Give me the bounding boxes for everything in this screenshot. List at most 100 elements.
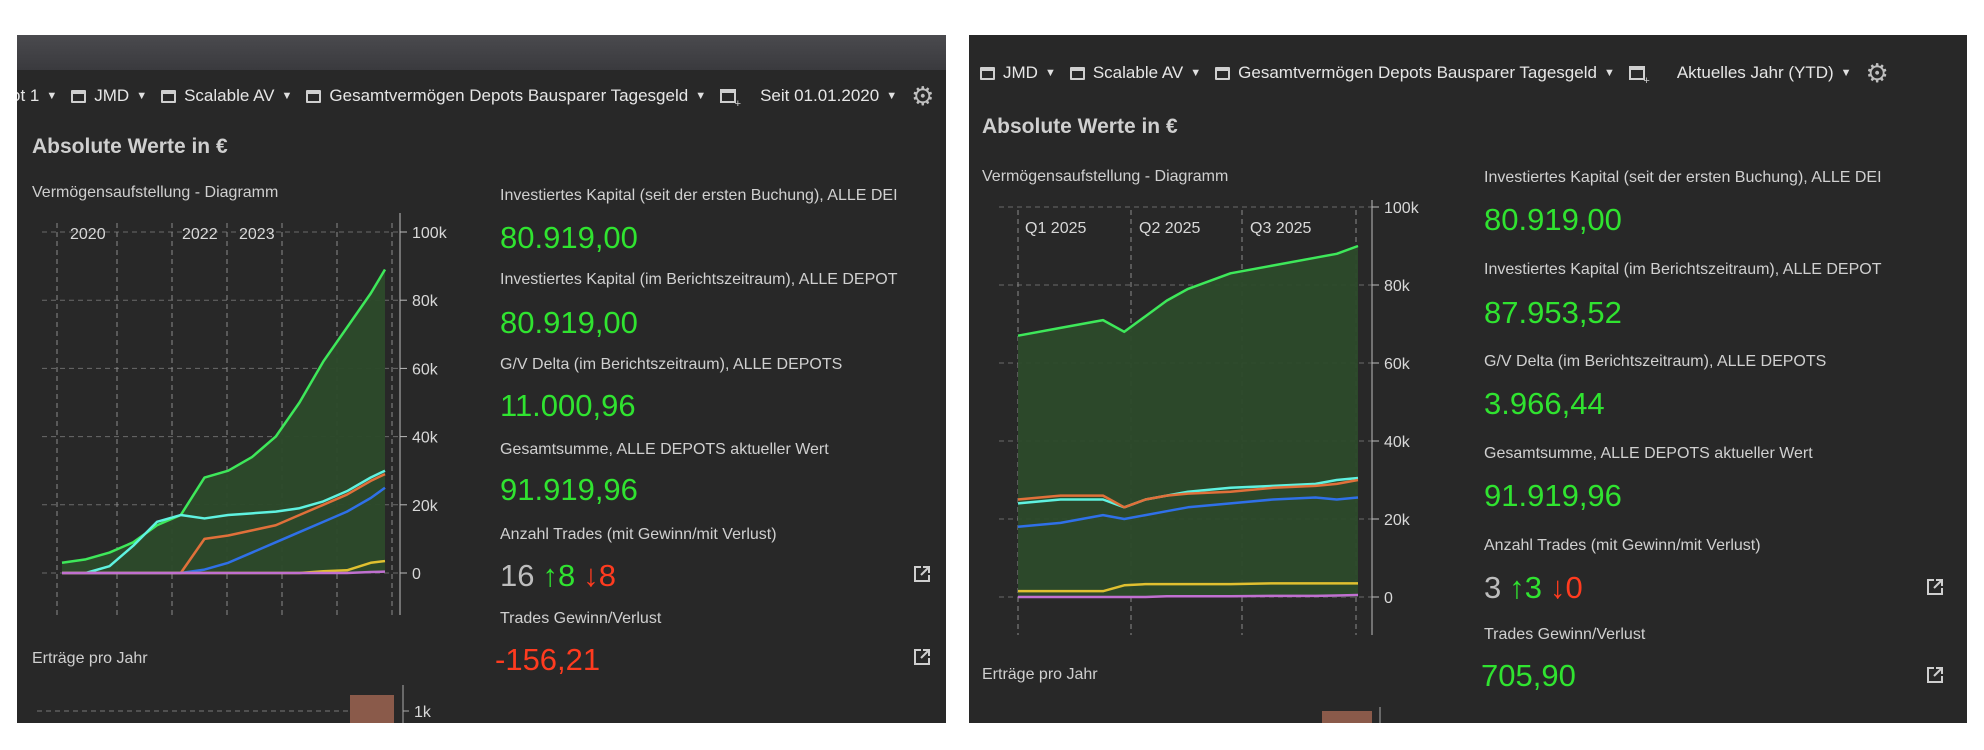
ertraege-tick-label: 1k	[414, 704, 432, 721]
section-heading: Absolute Werte in €	[32, 135, 228, 158]
trades-win: ↑3	[1509, 570, 1542, 605]
series-line-5	[1018, 593, 1359, 599]
portfolio-selector-label: JMD	[94, 86, 130, 105]
account-selector-label: ot 1	[17, 86, 40, 105]
kpi-label: Investiertes Kapital (im Berichtszeitrau…	[500, 271, 898, 288]
ertraege-bar	[350, 695, 394, 723]
window-titlebar	[17, 35, 946, 70]
caret-down-icon: ▼	[1603, 67, 1615, 79]
trades-pl-label: Trades Gewinn/Verlust	[1484, 626, 1646, 643]
caret-down-icon: ▼	[886, 90, 898, 102]
series-line-3	[1017, 496, 1359, 529]
trades-pl-label: Trades Gewinn/Verlust	[500, 610, 662, 627]
kpi-value: 87.953,52	[1484, 295, 1622, 330]
period-selector[interactable]: Seit 01.01.2020 ▼	[760, 86, 897, 106]
ertraege-chart: 1k	[37, 685, 432, 723]
external-link-icon[interactable]	[913, 648, 931, 666]
group-selector[interactable]: Gesamtvermögen Depots Bausparer Tagesgel…	[306, 86, 706, 106]
y-tick-label: 80k	[1384, 278, 1411, 295]
x-period-label: 2023	[239, 226, 275, 243]
ertraege-chart	[1322, 707, 1381, 723]
kpi-label: Investiertes Kapital (seit der ersten Bu…	[500, 187, 898, 204]
series-line-0	[61, 268, 387, 565]
x-period-label: 2022	[182, 226, 218, 243]
external-link-icon[interactable]	[1926, 666, 1944, 684]
kpi-value: 80.919,00	[500, 220, 638, 255]
wealth-chart: 100k 80k 60k 40k 20k 0 2020 2022 2023	[42, 213, 448, 615]
kpi-value: 3.966,44	[1484, 386, 1605, 421]
external-link-icon[interactable]	[913, 565, 931, 583]
trades-pl-value: 705,90	[1481, 658, 1576, 693]
y-tick-label: 40k	[412, 430, 439, 447]
trades-loss: ↓8	[583, 558, 616, 593]
period-selector-label: Aktuelles Jahr (YTD)	[1676, 63, 1834, 82]
trades-count: 3 ↑3 ↓0	[1484, 570, 1583, 606]
series-area	[62, 269, 385, 573]
window-icon	[1069, 66, 1085, 80]
series-line-1	[62, 469, 386, 575]
filter-toolbar: JMD ▼ Scalable AV ▼ Gesamtvermögen Depots …	[980, 56, 1889, 90]
kpi-value: 91.919,96	[500, 472, 638, 507]
dashboard-panel-left: ot 1 ▼ JMD ▼ Scalable AV ▼ Gesamtvermögen D…	[17, 35, 946, 723]
external-link-icon[interactable]	[1926, 578, 1944, 596]
window-icon	[71, 89, 87, 103]
y-tick-label: 100k	[1384, 200, 1420, 217]
kpi-value: 80.919,00	[500, 305, 638, 340]
portfolio-selector-jmd[interactable]: JMD ▼	[980, 63, 1056, 83]
caret-down-icon: ▼	[1190, 67, 1202, 79]
y-tick-label: 20k	[412, 498, 439, 515]
portfolio-selector-label: JMD	[1003, 63, 1038, 82]
window-icon	[306, 89, 322, 103]
new-window-icon	[720, 89, 741, 110]
caret-down-icon: ▼	[281, 90, 293, 102]
kpi-label: Gesamtsumme, ALLE DEPOTS aktueller Wert	[500, 441, 829, 458]
trades-win: ↑8	[542, 558, 576, 593]
portfolio-selector-jmd[interactable]: JMD ▼	[71, 86, 147, 106]
trades-label: Anzahl Trades (mit Gewinn/mit Verlust)	[500, 526, 777, 543]
account-selector[interactable]: ot 1 ▼	[17, 86, 57, 106]
kpi-label: Investiertes Kapital (im Berichtszeitrau…	[1484, 261, 1882, 278]
window-icon	[980, 66, 995, 80]
x-period-label: Q1 2025	[1025, 220, 1086, 237]
y-tick-label: 60k	[1384, 356, 1411, 373]
group-selector-label: Gesamtvermögen Depots Bausparer Tagesgel…	[329, 86, 689, 105]
caret-down-icon: ▼	[1840, 67, 1852, 79]
group-selector-label: Gesamtvermögen Depots Bausparer Tagesgel…	[1238, 63, 1597, 82]
series-area	[1018, 246, 1358, 597]
filter-toolbar: ot 1 ▼ JMD ▼ Scalable AV ▼ Gesamtvermögen D…	[17, 79, 934, 113]
portfolio-selector-label: Scalable AV	[1092, 63, 1184, 82]
new-window-button[interactable]	[1628, 66, 1650, 87]
gear-icon[interactable]: ⚙	[911, 81, 935, 111]
y-tick-label: 80k	[412, 293, 439, 310]
period-selector-label: Seit 01.01.2020	[760, 86, 880, 105]
kpi-value: 80.919,00	[1484, 202, 1622, 237]
portfolio-selector-label: Scalable AV	[184, 86, 275, 105]
caret-down-icon: ▼	[136, 90, 148, 102]
new-window-button[interactable]	[720, 89, 741, 110]
portfolio-selector-scalable[interactable]: Scalable AV ▼	[161, 86, 292, 106]
diagram-label: Vermögensaufstellung - Diagramm	[32, 184, 279, 201]
y-tick-label: 0	[1384, 590, 1393, 607]
y-tick-label: 100k	[412, 225, 448, 242]
portfolio-selector-scalable[interactable]: Scalable AV ▼	[1069, 63, 1202, 83]
trades-total: 3	[1484, 570, 1502, 605]
y-tick-label: 0	[412, 566, 421, 583]
kpi-label: G/V Delta (im Berichtszeitraum), ALLE DE…	[500, 356, 843, 373]
x-period-label: Q3 2025	[1250, 220, 1311, 237]
window-icon	[1215, 66, 1231, 80]
caret-down-icon: ▼	[46, 90, 58, 102]
ertraege-label: Erträge pro Jahr	[982, 666, 1098, 683]
gear-icon[interactable]: ⚙	[1865, 58, 1889, 88]
ertraege-bar	[1322, 711, 1372, 723]
diagram-label: Vermögensaufstellung - Diagramm	[982, 168, 1229, 185]
series-line-0	[1017, 244, 1359, 337]
wealth-chart: 100k 80k 60k 40k 20k 0 Q1 2025 Q2 2025 Q3 2025	[999, 200, 1420, 635]
trades-count: 16 ↑8 ↓8	[500, 558, 616, 594]
trades-pl-value: -156,21	[495, 642, 601, 677]
window-icon	[161, 89, 177, 103]
series-line-2	[1017, 478, 1359, 509]
period-selector[interactable]: Aktuelles Jahr (YTD) ▼	[1677, 63, 1852, 83]
trades-total: 16	[500, 558, 535, 593]
group-selector[interactable]: Gesamtvermögen Depots Bausparer Tagesgel…	[1215, 63, 1615, 83]
trades-loss: ↓0	[1550, 570, 1583, 605]
